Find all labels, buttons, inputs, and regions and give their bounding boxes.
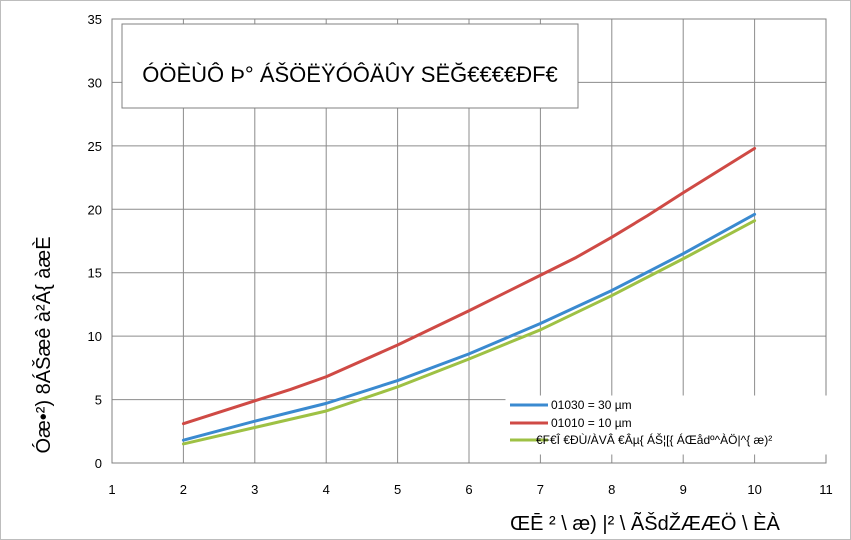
y-tick-label: 25 bbox=[88, 139, 102, 154]
x-tick-label: 4 bbox=[323, 482, 330, 497]
x-tick-label: 9 bbox=[680, 482, 687, 497]
y-tick-label: 35 bbox=[88, 12, 102, 27]
y-tick-label: 20 bbox=[88, 202, 102, 217]
x-tick-label: 6 bbox=[465, 482, 472, 497]
legend: 01030 = 30 µm 01010 = 10 µm €F€Î €ÐÙ/ÀVÂ… bbox=[505, 395, 827, 455]
series-lines bbox=[181, 146, 757, 446]
chart-title: ÓÖÈÙÔ Þ° ÁŠÖËŸÓÔÄÛY SËĞ€€€€ĐF€ bbox=[142, 62, 558, 87]
series-line-1 bbox=[181, 212, 757, 442]
legend-label-series-2: 01010 = 10 µm bbox=[551, 416, 632, 430]
y-axis-title: Óæ•²) 8ÁŠæê à²Â{ àæÈ bbox=[32, 236, 55, 453]
x-tick-label: 3 bbox=[251, 482, 258, 497]
x-tick-label: 7 bbox=[537, 482, 544, 497]
x-tick-label: 8 bbox=[608, 482, 615, 497]
series-line-3 bbox=[181, 219, 757, 446]
chart-title-box bbox=[121, 23, 579, 109]
y-tick-label: 0 bbox=[95, 456, 102, 471]
x-tick-label: 10 bbox=[747, 482, 761, 497]
plot-area-border bbox=[111, 18, 827, 464]
x-axis-tick-labels: 1 2 3 4 5 6 7 8 9 10 11 bbox=[108, 482, 832, 497]
y-tick-label: 15 bbox=[88, 266, 102, 281]
legend-box bbox=[505, 395, 827, 455]
x-tick-label: 1 bbox=[108, 482, 115, 497]
legend-label-series-3: €F€Î €ÐÙ/ÀVÂ €Âµ{ ÁŠ¦[{ ÁŒådº^ÀÖ|^{ æ)² bbox=[536, 432, 772, 447]
x-tick-label: 2 bbox=[180, 482, 187, 497]
y-tick-label: 5 bbox=[95, 393, 102, 408]
legend-label-series-1: 01030 = 30 µm bbox=[551, 398, 632, 412]
y-tick-label: 10 bbox=[88, 329, 102, 344]
x-axis-title: ŒĒ ² \ æ) |² \ ÃŠdŽÆÆÖ \ ÈÀ bbox=[510, 511, 780, 535]
y-tick-label: 30 bbox=[88, 75, 102, 90]
series-line-2 bbox=[181, 146, 757, 426]
y-axis-tick-labels: 0 5 10 15 20 25 30 35 bbox=[88, 12, 102, 471]
x-tick-label: 5 bbox=[394, 482, 401, 497]
x-tick-label: 11 bbox=[819, 482, 833, 497]
